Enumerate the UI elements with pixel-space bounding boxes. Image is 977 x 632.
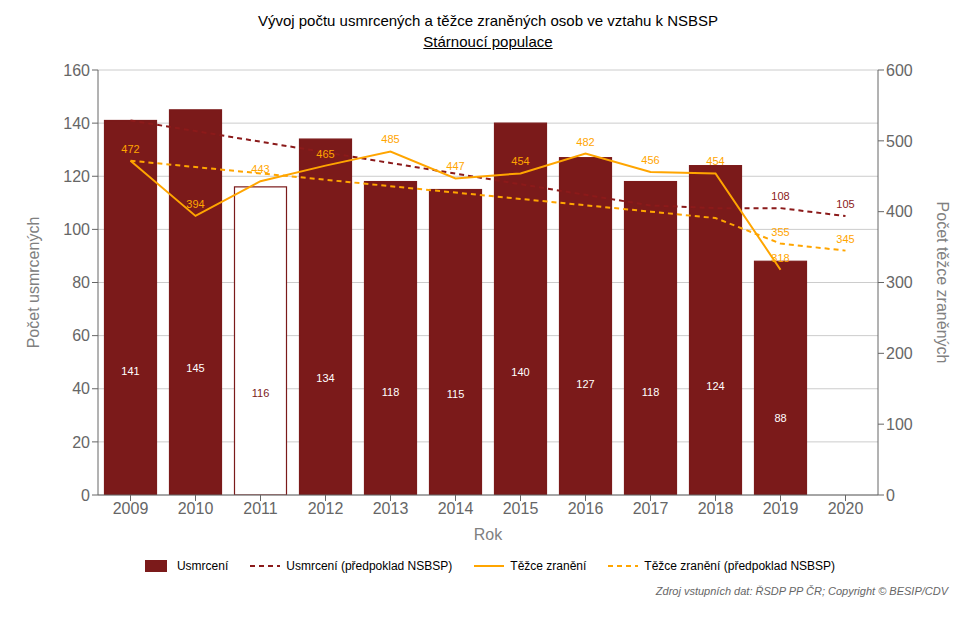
svg-text:345: 345 (836, 233, 854, 245)
svg-text:2016: 2016 (568, 500, 604, 517)
svg-text:88: 88 (774, 412, 786, 424)
svg-text:134: 134 (316, 372, 334, 384)
svg-text:465: 465 (316, 148, 334, 160)
svg-text:100: 100 (63, 221, 90, 238)
html-text:Vývoj počtu usmrcených a těžce: Vývoj počtu usmrcených a těžce zraněných… (257, 12, 719, 29)
svg-text:2015: 2015 (503, 500, 539, 517)
svg-text:141: 141 (121, 365, 139, 377)
svg-text:300: 300 (886, 274, 913, 291)
svg-text:2017: 2017 (633, 500, 669, 517)
svg-text:454: 454 (706, 155, 724, 167)
html-text:Usmrcení (předpoklad NSBSP): Usmrcení (předpoklad NSBSP) (286, 559, 453, 573)
svg-text:485: 485 (381, 133, 399, 145)
svg-text:2019: 2019 (763, 500, 799, 517)
svg-text:2013: 2013 (373, 500, 409, 517)
svg-text:116: 116 (252, 387, 270, 399)
svg-text:456: 456 (641, 154, 659, 166)
html-text:Usmrcení: Usmrcení (176, 559, 229, 573)
svg-text:2014: 2014 (438, 500, 474, 517)
svg-text:124: 124 (706, 380, 724, 392)
svg-text:2011: 2011 (243, 500, 278, 517)
svg-text:80: 80 (72, 274, 90, 291)
svg-text:500: 500 (886, 133, 913, 150)
svg-text:0: 0 (81, 487, 90, 504)
svg-text:482: 482 (576, 136, 594, 148)
svg-text:100: 100 (886, 416, 913, 433)
svg-text:2012: 2012 (308, 500, 344, 517)
svg-text:2009: 2009 (113, 500, 149, 517)
svg-text:118: 118 (382, 386, 400, 398)
svg-text:120: 120 (63, 168, 90, 185)
svg-text:2010: 2010 (178, 500, 214, 517)
svg-text:115: 115 (447, 388, 465, 400)
svg-text:118: 118 (642, 386, 660, 398)
svg-text:454: 454 (511, 155, 529, 167)
svg-text:443: 443 (251, 163, 269, 175)
svg-text:400: 400 (886, 203, 913, 220)
svg-text:160: 160 (63, 62, 90, 79)
svg-text:0: 0 (886, 487, 895, 504)
svg-text:2018: 2018 (698, 500, 734, 517)
svg-text:140: 140 (63, 115, 90, 132)
svg-text:447: 447 (446, 160, 464, 172)
svg-text:355: 355 (771, 226, 789, 238)
svg-text:600: 600 (886, 62, 913, 79)
svg-text:200: 200 (886, 345, 913, 362)
svg-text:Počet usmrcených: Počet usmrcených (25, 217, 42, 349)
svg-text:2020: 2020 (828, 500, 864, 517)
html-text:Zdroj vstupních dat: ŘSDP PP Č: Zdroj vstupních dat: ŘSDP PP ČR; Copyrig… (655, 585, 948, 597)
html-text:Těžce zranění (předpoklad NSBS: Těžce zranění (předpoklad NSBSP) (644, 559, 836, 573)
html-text:Těžce zranění: Těžce zranění (510, 559, 587, 573)
svg-text:318: 318 (771, 252, 789, 264)
svg-text:127: 127 (576, 378, 594, 390)
svg-text:105: 105 (836, 198, 854, 210)
svg-text:40: 40 (72, 380, 90, 397)
svg-text:Rok: Rok (474, 526, 503, 543)
html-text:Stárnoucí populace: Stárnoucí populace (423, 33, 553, 50)
svg-text:108: 108 (771, 190, 789, 202)
svg-text:472: 472 (121, 143, 139, 155)
svg-text:60: 60 (72, 327, 90, 344)
svg-text:145: 145 (186, 362, 204, 374)
svg-text:20: 20 (72, 434, 90, 451)
svg-text:140: 140 (511, 366, 529, 378)
svg-text:394: 394 (186, 198, 204, 210)
svg-text:Počet těžce zraněných: Počet těžce zraněných (934, 202, 951, 364)
